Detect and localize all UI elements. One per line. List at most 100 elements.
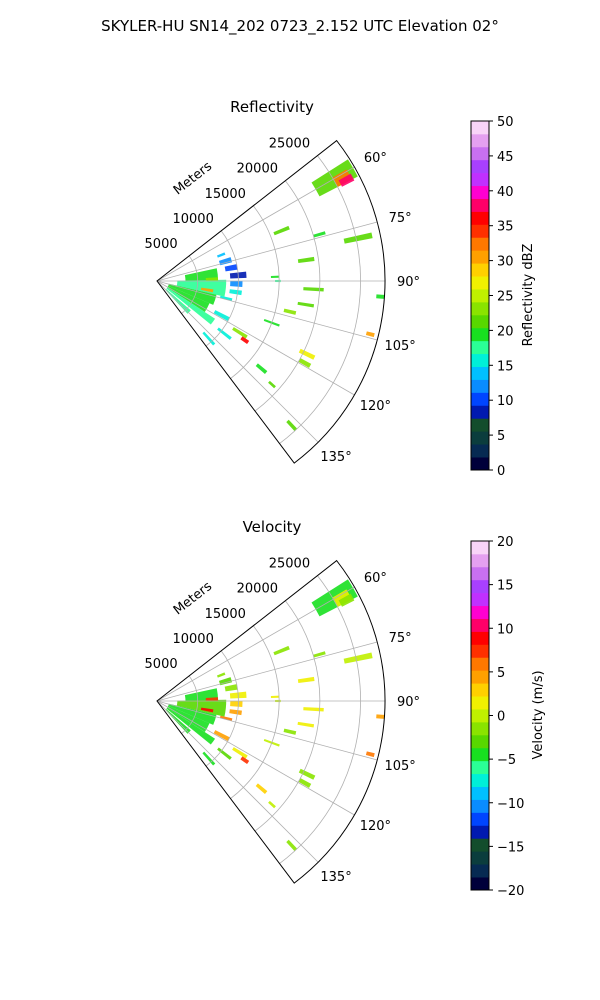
velocity-azimuth-label-3: 105° [384, 759, 415, 774]
velocity-echo-9 [303, 707, 324, 712]
velocity-colorbar-swatch-12 [471, 721, 489, 736]
reflectivity-range-ring-3 [254, 180, 321, 412]
reflectivity-echo-16 [298, 358, 312, 368]
velocity-echo-2 [338, 593, 355, 607]
reflectivity-colorbar: 0 5 10 15 20 25 30 35 40 45 50 [470, 115, 514, 479]
velocity-colorbar-tick-label-6: 10 [497, 622, 514, 637]
reflectivity-echo-31 [166, 287, 216, 325]
reflectivity-echo-35 [213, 310, 230, 322]
reflectivity-echo-3 [273, 225, 290, 236]
velocity-echo-36 [217, 747, 232, 760]
velocity-colorbar-swatch-1 [471, 864, 489, 878]
velocity-azimuth-gridline-1 [156, 641, 378, 702]
reflectivity-echo-22 [224, 264, 238, 272]
velocity-colorbar-swatch-20 [471, 618, 489, 632]
reflectivity-colorbar-tick-label-0: 0 [497, 464, 505, 479]
velocity-echo-26 [219, 715, 233, 722]
velocity-echo-18 [268, 800, 276, 809]
reflectivity-wedge-outline [156, 139, 386, 464]
velocity-range-ring-0 [181, 675, 199, 734]
velocity-azimuth-gridline-0 [156, 586, 355, 702]
reflectivity-echo-5 [343, 232, 373, 244]
reflectivity-colorbar-tick-label-6: 30 [497, 255, 514, 270]
reflectivity-colorbar-swatch-22 [471, 172, 489, 187]
reflectivity-echo-17 [255, 363, 268, 375]
reflectivity-range-label-4: 25000 [269, 137, 310, 152]
reflectivity-title: Reflectivity [230, 98, 314, 116]
velocity-colorbar-swatch-5 [471, 812, 489, 826]
reflectivity-azimuth-label-2: 90° [397, 275, 420, 290]
reflectivity-colorbar-swatch-17 [471, 237, 489, 251]
reflectivity-colorbar-swatch-13 [471, 289, 489, 303]
velocity-range-label-3: 20000 [237, 582, 278, 597]
reflectivity-echo-12 [365, 331, 375, 338]
reflectivity-echo-13 [376, 294, 385, 299]
velocity-colorbar-swatch-14 [471, 696, 489, 710]
velocity-azimuth-label-4: 120° [360, 819, 391, 834]
velocity-echo-16 [298, 778, 312, 788]
velocity-azimuth-label-5: 135° [320, 870, 351, 885]
velocity-echo-34 [240, 756, 250, 765]
reflectivity-echo-11 [283, 308, 297, 315]
reflectivity-echo-15 [298, 348, 316, 360]
velocity-echo-37 [202, 751, 216, 766]
reflectivity-range-ring-2 [230, 205, 280, 379]
velocity-echo-15 [298, 768, 316, 780]
reflectivity-ppi-plot: 60° 75° 90° 105° 120° 135° 5000 10000 15000 20000… [145, 137, 421, 465]
reflectivity-colorbar-tick-label-9: 45 [497, 150, 514, 165]
reflectivity-colorbar-swatch-7 [471, 366, 489, 380]
velocity-colorbar-swatch-22 [471, 592, 489, 607]
reflectivity-echo-10 [297, 301, 315, 308]
reflectivity-colorbar-tick-label-2: 10 [497, 394, 514, 409]
reflectivity-azimuth-gridline-0 [156, 166, 355, 282]
reflectivity-colorbar-tick-label-5: 25 [497, 290, 514, 305]
reflectivity-colorbar-swatch-8 [471, 353, 489, 367]
reflectivity-echo-33 [232, 327, 248, 339]
reflectivity-range-label-0: 5000 [145, 237, 178, 252]
velocity-colorbar: −20 −15 −10 −5 0 5 10 15 20 [470, 535, 524, 899]
reflectivity-range-label-1: 10000 [172, 212, 213, 227]
reflectivity-colorbar-swatch-6 [471, 379, 489, 393]
velocity-colorbar-swatch-25 [471, 553, 489, 568]
reflectivity-colorbar-label: Reflectivity dBZ [521, 244, 536, 347]
velocity-echo-22 [224, 684, 238, 692]
velocity-range-ring-4 [279, 575, 361, 864]
reflectivity-echo-26 [219, 295, 233, 302]
velocity-colorbar-swatch-7 [471, 786, 489, 800]
velocity-colorbar-tick-label-4: 0 [497, 710, 505, 725]
reflectivity-echo-4 [313, 231, 326, 238]
velocity-echo-38 [200, 707, 214, 713]
velocity-colorbar-swatch-6 [471, 799, 489, 813]
reflectivity-colorbar-swatch-14 [471, 276, 489, 290]
velocity-colorbar-tick-label-7: 15 [497, 579, 514, 594]
reflectivity-echo-1 [332, 169, 353, 188]
reflectivity-range-ring-1 [205, 230, 239, 347]
reflectivity-azimuth-label-5: 135° [320, 450, 351, 465]
reflectivity-colorbar-swatch-5 [471, 392, 489, 406]
reflectivity-colorbar-swatch-16 [471, 250, 489, 264]
velocity-echo-29 [168, 703, 217, 725]
reflectivity-echo-39 [205, 277, 219, 281]
reflectivity-colorbar-swatch-9 [471, 340, 489, 355]
velocity-azimuth-gridline-4 [156, 700, 355, 816]
velocity-echo-10 [297, 721, 315, 728]
velocity-echo-17 [255, 783, 268, 795]
velocity-colorbar-swatch-19 [471, 631, 489, 645]
reflectivity-echo-24 [230, 281, 243, 287]
velocity-echo-6 [297, 676, 315, 684]
velocity-range-ring-1 [205, 650, 239, 767]
reflectivity-echo-25 [229, 289, 242, 296]
reflectivity-colorbar-swatch-26 [471, 121, 489, 135]
velocity-colorbar-swatch-8 [471, 773, 489, 787]
velocity-colorbar-tick-label-0: −20 [497, 884, 524, 899]
velocity-azimuth-gridline-3 [156, 700, 378, 761]
velocity-colorbar-swatch-0 [471, 877, 489, 891]
reflectivity-colorbar-swatch-23 [471, 159, 489, 174]
reflectivity-colorbar-swatch-15 [471, 263, 489, 277]
reflectivity-colorbar-tick-label-1: 5 [497, 429, 505, 444]
velocity-ppi-plot: 60° 75° 90° 105° 120° 135° 5000 10000 15000 20000… [145, 557, 421, 885]
velocity-echo-25 [229, 709, 242, 716]
velocity-echo-35 [213, 730, 230, 742]
reflectivity-echo-29 [168, 283, 217, 305]
velocity-echo-13 [376, 714, 385, 719]
